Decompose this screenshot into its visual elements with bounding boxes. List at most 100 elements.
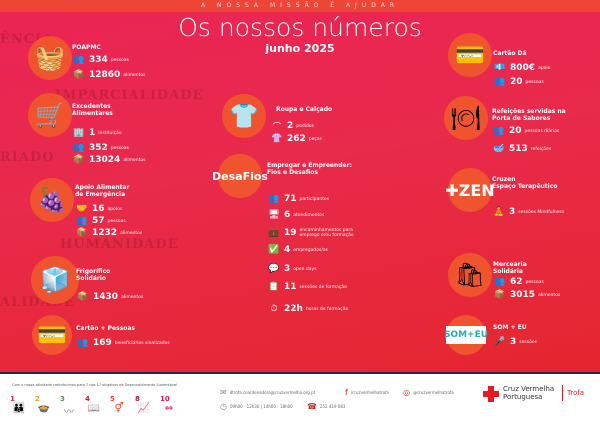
infographic-poster: A NOSSA MISSÃO É AJUDAR Os nossos número…: [0, 0, 600, 372]
stat-value: 800€: [510, 63, 536, 73]
icon-backdrop: [30, 178, 74, 222]
people-icon: 👥: [73, 143, 85, 153]
stat-open: 💬 3 open days: [267, 263, 316, 275]
phone-contact[interactable]: ☎ 252 419 083: [307, 402, 346, 411]
food-box-icon: 📦: [494, 290, 506, 300]
section-title: Excedentes Alimentares: [72, 103, 113, 117]
stat-alimentos: 📦 1430 alimentos: [76, 291, 143, 303]
som-eu-logo: SOM+EU: [444, 326, 488, 344]
stat-apoio: 💶 800€ apoio: [493, 62, 550, 74]
stat-alimentos: 📦 12860 alimentos: [72, 69, 145, 81]
stat-value: 169: [93, 338, 112, 348]
sdg-goal-3: 3 〰: [60, 395, 78, 419]
stat-label: horas de formação: [305, 306, 349, 312]
stat-value: 62: [510, 277, 523, 287]
stat-label: pessoas diárias: [524, 128, 560, 134]
stat-instituição: 🏢 1 instituição: [72, 127, 122, 139]
sdg-goal-10: 10 ⇔: [160, 395, 178, 419]
stat-label: instituição: [98, 130, 122, 136]
page-title: Os nossos números: [178, 13, 422, 42]
icon-backdrop: [32, 315, 72, 355]
icon-backdrop: [448, 33, 492, 77]
stat-label: pessoas: [107, 218, 126, 224]
stat-label: atendimentos: [293, 212, 325, 218]
icon-backdrop: [28, 93, 72, 137]
stat-value: 3: [510, 337, 517, 347]
desafios-logo: DesaFios: [212, 169, 268, 183]
clock-icon: ◷: [220, 402, 227, 411]
stat-alimentos: 📦 13024 alimentos: [72, 154, 145, 166]
icon-backdrop: [448, 168, 492, 212]
card-hand-icon: 💳: [455, 41, 485, 69]
watermark: RIADO: [0, 150, 55, 165]
sdg-10-icon: ⇔: [164, 403, 174, 414]
stat-value: 262: [287, 134, 306, 144]
sdg-4-icon: 📖: [87, 403, 101, 414]
stat-value: 57: [92, 216, 105, 226]
facebook-link[interactable]: f/cruzvermelhatrofa: [345, 388, 389, 397]
stat-label: alimentos: [123, 72, 146, 78]
people-icon: 👥: [493, 126, 505, 136]
stat-label: participantes: [299, 196, 330, 202]
stat-sessões: 🧘 3 sessões Mindfulness: [492, 206, 564, 218]
people-icon: 👥: [494, 77, 506, 87]
stat-value: 3: [284, 264, 291, 274]
stat-label: empregados/as: [293, 247, 328, 253]
stat-pessoas: 👥 334 pessoas: [72, 54, 129, 66]
plate-icon: 🍽: [450, 104, 482, 132]
people-icon: 👥: [76, 216, 88, 226]
stat-label: apoio: [538, 65, 551, 71]
check-icon: ✅: [268, 245, 280, 255]
office-icon: 🖥: [268, 210, 280, 220]
stat-atendimentos: 🖥 6 atendimentos: [267, 209, 324, 221]
stat-sessões: 🎤 3 sessões: [493, 336, 537, 348]
stat-value: 19: [284, 228, 297, 238]
stat-label: alimentos: [538, 292, 561, 298]
stat-label: sessões Mindfulness: [518, 209, 565, 215]
food-box-icon: 📦: [76, 228, 88, 238]
grocery-bag-icon: 🛍: [454, 261, 486, 289]
section-title: Empregar e Empreender: Fios e Desafios: [267, 162, 352, 176]
food-box-icon: 📦: [73, 155, 85, 165]
stat-label: peças: [308, 136, 322, 142]
group-icon: 👥: [77, 338, 89, 348]
meditation-icon: 🧘: [493, 207, 505, 217]
sdg-2-icon: 🍲: [37, 403, 51, 414]
watermark: HUMANIDADE: [60, 237, 179, 252]
stat-value: 13024: [89, 155, 121, 165]
section-title: POAPMC: [72, 44, 101, 51]
stat-label: beneficiários sinalizados: [114, 340, 170, 346]
soup-bowl-icon: 🥣: [493, 144, 505, 154]
mission-banner: A NOSSA MISSÃO É AJUDAR: [0, 0, 600, 12]
sdg-goal-1: 1 👪: [10, 395, 28, 419]
stat-value: 513: [509, 144, 528, 154]
stat-pessoas: 👥 20 pessoas: [493, 76, 544, 88]
stat-label: pessoas: [525, 279, 544, 285]
stat-participantes: 👥 71 participantes: [267, 193, 329, 205]
icon-backdrop: [28, 36, 72, 80]
instagram-link[interactable]: ◎ @cruzvermelhatrofa: [403, 388, 454, 397]
clothing-icon: 👕: [229, 102, 259, 130]
stat-value: 334: [89, 55, 108, 65]
clothes-rack-icon: 👚: [271, 134, 283, 144]
picnic-basket-icon: 🧺: [35, 44, 65, 72]
section-title: Cartão Dá: [493, 50, 527, 57]
stat-value: 71: [284, 194, 297, 204]
stat-value: 1: [89, 128, 96, 138]
open-day-icon: 💬: [268, 264, 280, 274]
card-icon: 💳: [37, 321, 67, 349]
email-contact[interactable]: ✉ dtrofa.coordenadora@cruzvermelha.org.pt: [220, 388, 316, 397]
logo-text: ZEN: [458, 180, 495, 200]
sdg-8-icon: 📈: [137, 403, 151, 414]
microphone-icon: 🎤: [494, 337, 506, 347]
stat-label: pedidos: [296, 123, 314, 129]
stat-label: pessoas: [525, 79, 544, 85]
icon-backdrop: [222, 94, 266, 138]
sdg-1-icon: 👪: [12, 403, 26, 414]
stat-value: 6: [284, 210, 291, 220]
stat-pessoas: 👥 352 pessoas: [72, 142, 129, 154]
stat-label: refeições: [530, 146, 552, 152]
institution-icon: 🏢: [73, 128, 85, 138]
phone-icon: ☎: [307, 402, 317, 411]
stat-value: 3015: [510, 290, 536, 300]
